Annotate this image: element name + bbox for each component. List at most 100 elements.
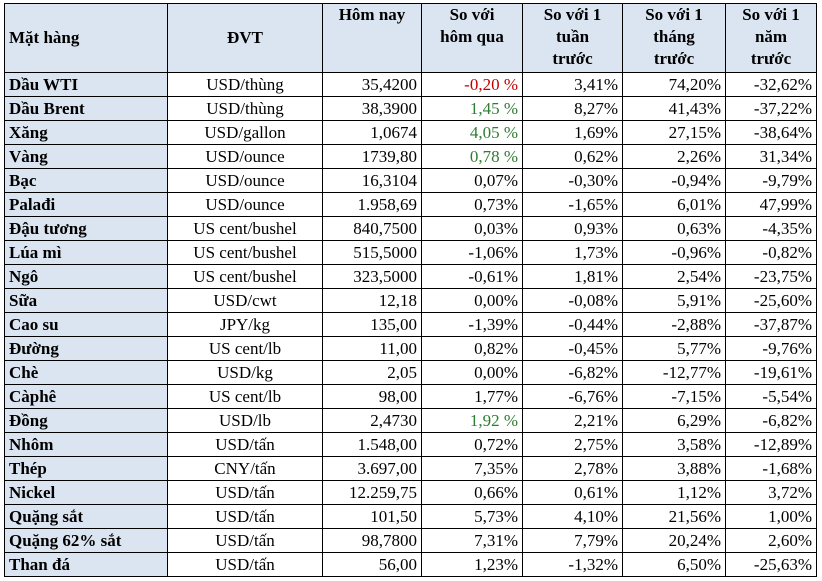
cell-vs-year: -1,68%: [725, 456, 817, 481]
cell-today: 1,0674: [322, 120, 422, 145]
table-row: Ngô US cent/bushel 323,5000 -0,61% 1,81% 2,54…: [4, 264, 817, 289]
cell-item: Bạc: [4, 168, 168, 193]
cell-vs-month: 27,15%: [622, 120, 726, 145]
cell-vs-month: 41,43%: [622, 96, 726, 121]
cell-vs-yesterday: 0,73%: [421, 192, 523, 217]
cell-unit: USD/thùng: [167, 72, 323, 97]
cell-vs-week: 8,27%: [522, 96, 623, 121]
cell-vs-week: -6,76%: [522, 384, 623, 409]
cell-unit: USD/ounce: [167, 144, 323, 169]
cell-vs-year: -37,22%: [725, 96, 817, 121]
cell-unit: JPY/kg: [167, 312, 323, 337]
commodity-price-table: Mặt hàng ĐVT Hôm nay So với hôm qua So v…: [4, 3, 817, 577]
cell-vs-month: 6,50%: [622, 552, 726, 577]
cell-today: 1.548,00: [322, 432, 422, 457]
table-row: Đậu tương US cent/bushel 840,7500 0,03% 0,93…: [4, 216, 817, 241]
header-today: Hôm nay: [322, 3, 422, 73]
cell-vs-month: 6,29%: [622, 408, 726, 433]
cell-vs-year: -37,87%: [725, 312, 817, 337]
cell-vs-yesterday: 1,92 %: [421, 408, 523, 433]
cell-vs-year: -38,64%: [725, 120, 817, 145]
cell-vs-week: -1,32%: [522, 552, 623, 577]
cell-vs-week: 1,73%: [522, 240, 623, 265]
cell-vs-month: -0,96%: [622, 240, 726, 265]
cell-today: 56,00: [322, 552, 422, 577]
cell-item: Ngô: [4, 264, 168, 289]
cell-vs-yesterday: -0,20 %: [421, 72, 523, 97]
cell-vs-week: 0,62%: [522, 144, 623, 169]
cell-item: Lúa mì: [4, 240, 168, 265]
table-row: Lúa mì US cent/bushel 515,5000 -1,06% 1,73% -…: [4, 240, 817, 265]
cell-today: 38,3900: [322, 96, 422, 121]
cell-unit: US cent/bushel: [167, 240, 323, 265]
cell-vs-month: -12,77%: [622, 360, 726, 385]
cell-vs-yesterday: 1,23%: [421, 552, 523, 577]
cell-vs-yesterday: 0,66%: [421, 480, 523, 505]
table-row: Vàng USD/ounce 1739,80 0,78 % 0,62% 2,26% 31,3…: [4, 144, 817, 169]
cell-vs-yesterday: 5,73%: [421, 504, 523, 529]
cell-vs-week: 3,41%: [522, 72, 623, 97]
table-row: Palađi USD/ounce 1.958,69 0,73% -1,65% 6,01% 4…: [4, 192, 817, 217]
cell-today: 12.259,75: [322, 480, 422, 505]
cell-vs-week: -0,45%: [522, 336, 623, 361]
header-vs-week: So với 1 tuần trước: [522, 3, 623, 73]
cell-vs-week: -1,65%: [522, 192, 623, 217]
cell-vs-yesterday: 7,35%: [421, 456, 523, 481]
cell-unit: USD/lb: [167, 408, 323, 433]
cell-vs-yesterday: -1,39%: [421, 312, 523, 337]
table-row: Than đá USD/tấn 56,00 1,23% -1,32% 6,50% -25,6…: [4, 552, 817, 577]
cell-vs-year: 3,72%: [725, 480, 817, 505]
table-row: Thép CNY/tấn 3.697,00 7,35% 2,78% 3,88% -1,68%: [4, 456, 817, 481]
cell-unit: US cent/lb: [167, 384, 323, 409]
cell-vs-month: 2,54%: [622, 264, 726, 289]
table-row: Đường US cent/lb 11,00 0,82% -0,45% 5,77% -9,7…: [4, 336, 817, 361]
cell-today: 12,18: [322, 288, 422, 313]
cell-item: Sữa: [4, 288, 168, 313]
cell-today: 98,7800: [322, 528, 422, 553]
table-row: Nhôm USD/tấn 1.548,00 0,72% 2,75% 3,58% -12,89…: [4, 432, 817, 457]
cell-item: Nickel: [4, 480, 168, 505]
cell-vs-yesterday: 0,78 %: [421, 144, 523, 169]
cell-vs-month: 5,77%: [622, 336, 726, 361]
cell-item: Quặng sắt: [4, 504, 168, 529]
cell-vs-year: -12,89%: [725, 432, 817, 457]
cell-vs-week: 1,81%: [522, 264, 623, 289]
table-row: Dầu Brent USD/thùng 38,3900 1,45 % 8,27% 41,4…: [4, 96, 817, 121]
cell-vs-yesterday: 0,82%: [421, 336, 523, 361]
cell-today: 2,05: [322, 360, 422, 385]
cell-vs-yesterday: 4,05 %: [421, 120, 523, 145]
cell-item: Thép: [4, 456, 168, 481]
table-row: Xăng USD/gallon 1,0674 4,05 % 1,69% 27,15% -38…: [4, 120, 817, 145]
cell-vs-year: 47,99%: [725, 192, 817, 217]
cell-vs-month: 20,24%: [622, 528, 726, 553]
cell-unit: US cent/bushel: [167, 264, 323, 289]
cell-item: Dầu Brent: [4, 96, 168, 121]
header-unit: ĐVT: [167, 3, 323, 73]
cell-vs-week: 4,10%: [522, 504, 623, 529]
cell-vs-week: 2,78%: [522, 456, 623, 481]
cell-vs-month: 0,63%: [622, 216, 726, 241]
table-row: Bạc USD/ounce 16,3104 0,07% -0,30% -0,94% -9,7…: [4, 168, 817, 193]
cell-vs-week: -0,30%: [522, 168, 623, 193]
cell-vs-month: 1,12%: [622, 480, 726, 505]
table-body: Dầu WTI USD/thùng 35,4200 -0,20 % 3,41% 74,20…: [4, 72, 817, 577]
table-row: Sữa USD/cwt 12,18 0,00% -0,08% 5,91% -25,60%: [4, 288, 817, 313]
cell-unit: USD/ounce: [167, 168, 323, 193]
cell-unit: USD/gallon: [167, 120, 323, 145]
header-vs-year: So với 1 năm trước: [725, 3, 817, 73]
cell-vs-year: -6,82%: [725, 408, 817, 433]
cell-item: Đậu tương: [4, 216, 168, 241]
cell-vs-year: 2,60%: [725, 528, 817, 553]
cell-vs-year: -25,63%: [725, 552, 817, 577]
cell-today: 2,4730: [322, 408, 422, 433]
cell-today: 1.958,69: [322, 192, 422, 217]
cell-item: Dầu WTI: [4, 72, 168, 97]
cell-today: 323,5000: [322, 264, 422, 289]
cell-item: Cao su: [4, 312, 168, 337]
cell-vs-year: -32,62%: [725, 72, 817, 97]
table-row: Cao su JPY/kg 135,00 -1,39% -0,44% -2,88% -37,…: [4, 312, 817, 337]
cell-vs-month: 3,88%: [622, 456, 726, 481]
cell-item: Chè: [4, 360, 168, 385]
cell-vs-month: 2,26%: [622, 144, 726, 169]
cell-vs-week: -6,82%: [522, 360, 623, 385]
